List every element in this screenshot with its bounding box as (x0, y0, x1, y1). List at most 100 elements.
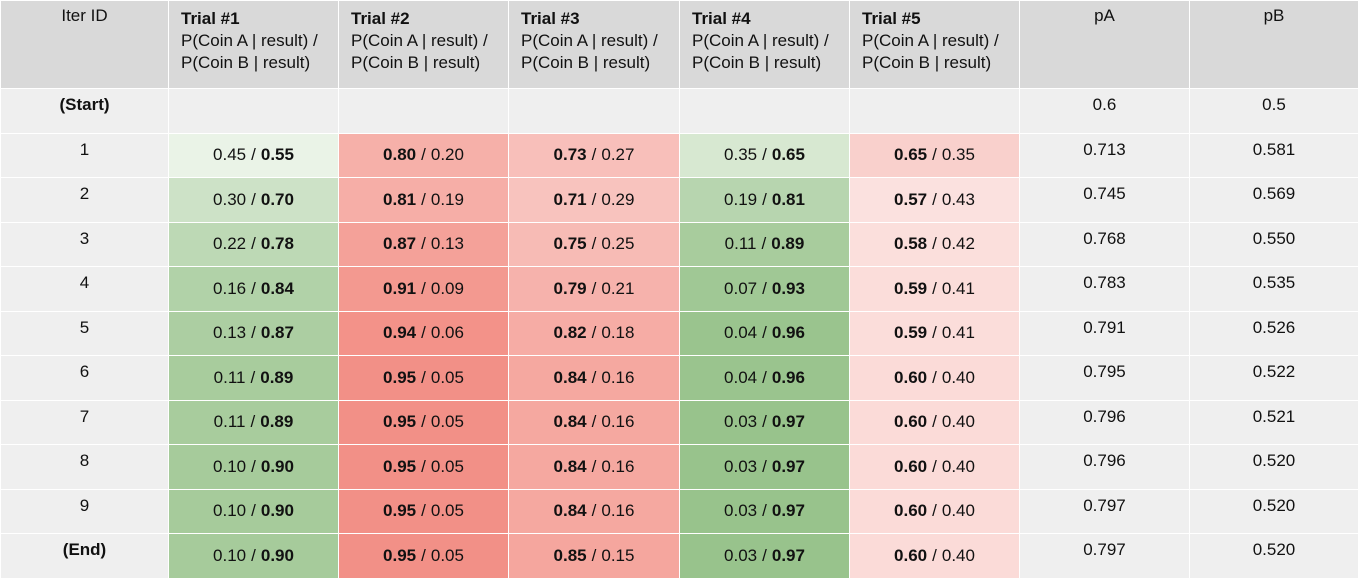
probability-cell: 0.11/0.89 (680, 222, 850, 267)
trial-subtitle: P(Coin B | result) (692, 52, 837, 74)
prob-a: 0.79 (554, 279, 587, 298)
probability-cell: 0.03/0.97 (680, 445, 850, 490)
separator: / (251, 190, 256, 209)
prob-b: 0.96 (772, 368, 805, 387)
separator: / (932, 145, 937, 164)
probability-cell: 0.60/0.40 (850, 400, 1020, 445)
separator: / (251, 412, 256, 431)
pa-value: 0.797 (1020, 534, 1190, 579)
pa-value: 0.768 (1020, 222, 1190, 267)
prob-b: 0.41 (942, 323, 975, 342)
prob-a: 0.22 (213, 234, 246, 253)
iter-id: 1 (1, 133, 169, 178)
separator: / (762, 412, 767, 431)
iter-id: 5 (1, 311, 169, 356)
probability-cell: 0.91/0.09 (339, 267, 509, 312)
probability-cell: 0.60/0.40 (850, 489, 1020, 534)
separator: / (932, 412, 937, 431)
prob-a: 0.16 (213, 279, 246, 298)
prob-a: 0.87 (383, 234, 416, 253)
probability-cell: 0.03/0.97 (680, 400, 850, 445)
prob-b: 0.15 (601, 546, 634, 565)
prob-b: 0.97 (772, 546, 805, 565)
separator: / (421, 368, 426, 387)
prob-b: 0.19 (431, 190, 464, 209)
separator: / (421, 457, 426, 476)
probability-cell: 0.80/0.20 (339, 133, 509, 178)
trial-subtitle: P(Coin B | result) (521, 52, 667, 74)
separator: / (421, 234, 426, 253)
pb-value: 0.526 (1190, 311, 1358, 356)
prob-a: 0.94 (383, 323, 416, 342)
probability-cell: 0.03/0.97 (680, 489, 850, 534)
prob-b: 0.90 (261, 457, 294, 476)
trial-title: Trial #3 (521, 8, 667, 30)
empty-cell (850, 89, 1020, 134)
prob-b: 0.81 (772, 190, 805, 209)
prob-b: 0.25 (601, 234, 634, 253)
prob-a: 0.73 (554, 145, 587, 164)
separator: / (762, 279, 767, 298)
probability-cell: 0.04 / 0.96 (680, 356, 850, 401)
separator: / (762, 234, 767, 253)
iter-id: 2 (1, 178, 169, 223)
separator: / (932, 323, 937, 342)
probability-cell: 0.84/0.16 (509, 356, 680, 401)
pb-value: 0.550 (1190, 222, 1358, 267)
probability-cell: 0.04/0.96 (680, 311, 850, 356)
prob-a: 0.84 (554, 457, 587, 476)
prob-b: 0.84 (261, 279, 294, 298)
separator: / (932, 368, 937, 387)
probability-cell: 0.94/0.06 (339, 311, 509, 356)
probability-cell: 0.03/0.97 (680, 534, 850, 579)
prob-b: 0.20 (431, 145, 464, 164)
separator: / (592, 457, 597, 476)
prob-a: 0.04 (724, 368, 757, 387)
separator: / (592, 412, 597, 431)
pb-value: 0.520 (1190, 445, 1358, 490)
prob-b: 0.40 (942, 368, 975, 387)
probability-cell: 0.84/0.16 (509, 400, 680, 445)
prob-a: 0.03 (724, 546, 757, 565)
pa-value: 0.745 (1020, 178, 1190, 223)
pa-value: 0.796 (1020, 445, 1190, 490)
pa-value: 0.783 (1020, 267, 1190, 312)
probability-cell: 0.95/0.05 (339, 445, 509, 490)
probability-cell: 0.10/0.90 (169, 534, 339, 579)
pb-value: 0.520 (1190, 489, 1358, 534)
separator: / (251, 546, 256, 565)
prob-b: 0.16 (601, 457, 634, 476)
prob-b: 0.78 (261, 234, 294, 253)
prob-a: 0.35 (724, 145, 757, 164)
separator: / (762, 190, 767, 209)
trial-subtitle: P(Coin A | result) / (521, 30, 667, 52)
probability-cell: 0.59/0.41 (850, 267, 1020, 312)
separator: / (592, 323, 597, 342)
probability-cell: 0.60/0.40 (850, 445, 1020, 490)
header-cell: pA (1020, 1, 1190, 89)
probability-cell: 0.30/0.70 (169, 178, 339, 223)
prob-b: 0.40 (942, 501, 975, 520)
trial-subtitle: P(Coin A | result) / (692, 30, 837, 52)
prob-a: 0.10 (213, 457, 246, 476)
prob-a: 0.80 (383, 145, 416, 164)
prob-b: 0.09 (431, 279, 464, 298)
prob-b: 0.05 (431, 457, 464, 476)
prob-a: 0.95 (383, 546, 416, 565)
probability-cell: 0.95/0.05 (339, 534, 509, 579)
separator: / (762, 368, 767, 387)
trial-subtitle: P(Coin A | result) / (862, 30, 1007, 52)
probability-cell: 0.60/0.40 (850, 356, 1020, 401)
prob-b: 0.16 (601, 368, 634, 387)
pa-value: 0.791 (1020, 311, 1190, 356)
probability-cell: 0.11/0.89 (169, 356, 339, 401)
probability-cell: 0.16/0.84 (169, 267, 339, 312)
prob-a: 0.10 (213, 501, 246, 520)
prob-b: 0.35 (942, 145, 975, 164)
